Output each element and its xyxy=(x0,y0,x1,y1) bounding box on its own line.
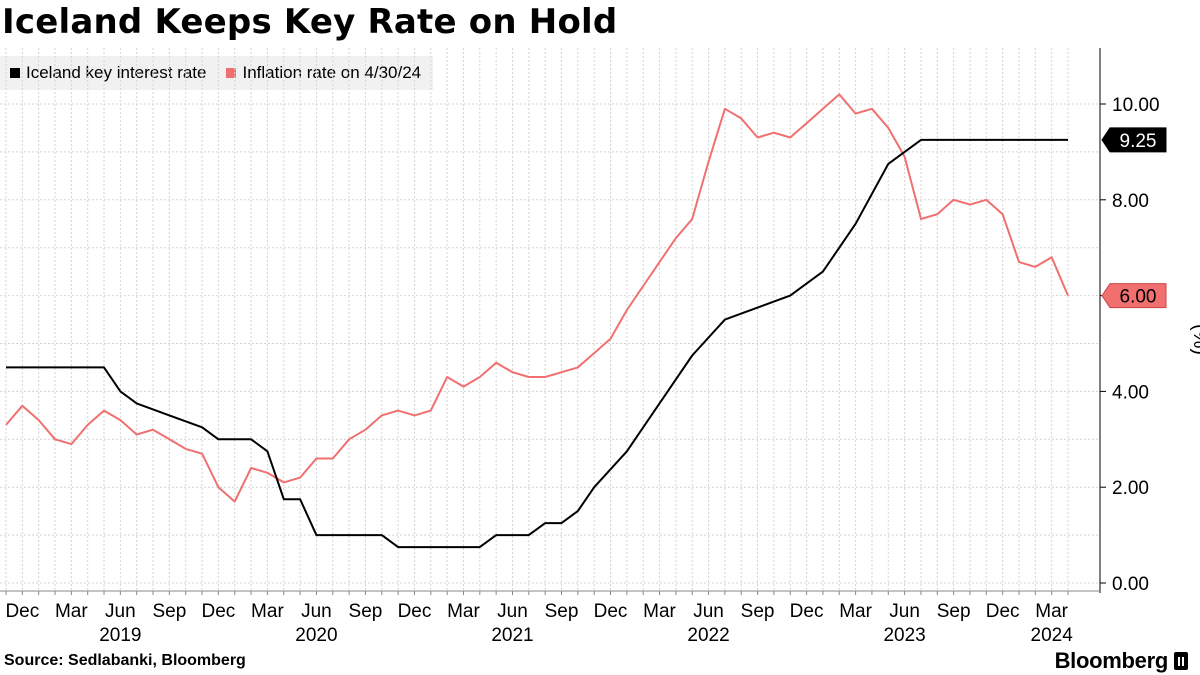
x-tick-label-month: Jun xyxy=(301,601,332,622)
x-tick-label-month: Dec xyxy=(5,601,39,622)
x-tick-label-month: Dec xyxy=(790,601,824,622)
source-note: Source: Sedlabanki, Bloomberg xyxy=(4,652,246,669)
x-tick-label-month: Dec xyxy=(202,601,236,622)
brand-logo: Bloomberg xyxy=(1055,648,1188,674)
x-tick-label-month: Jun xyxy=(105,601,136,622)
x-tick-label-month: Jun xyxy=(889,601,920,622)
legend: Iceland key interest rate Inflation rate… xyxy=(0,56,434,90)
x-tick-label-month: Sep xyxy=(545,601,579,622)
y-tick-label: 2.00 xyxy=(1112,478,1149,499)
x-tick-label-month: Jun xyxy=(497,601,528,622)
x-tick-label-month: Mar xyxy=(447,601,480,622)
legend-item-inflation: Inflation rate on 4/30/24 xyxy=(226,63,421,83)
x-tick-label-year: 2021 xyxy=(491,625,533,646)
axes: 0.00 2.00 4.00 6.00 8.00 10.00 Dec Mar Jun Sep Dec… xyxy=(0,48,1160,646)
bloomberg-mark-icon xyxy=(1174,652,1188,670)
y-tick-label: 0.00 xyxy=(1112,574,1149,595)
x-tick-label-year: 2023 xyxy=(883,625,925,646)
x-tick-label-year: 2022 xyxy=(687,625,729,646)
last-label-key-rate: 9.25 xyxy=(1120,131,1157,152)
x-tick-label-month: Dec xyxy=(986,601,1020,622)
chart-title: Iceland Keeps Key Rate on Hold xyxy=(2,2,618,42)
legend-label-inflation: Inflation rate on 4/30/24 xyxy=(242,63,422,82)
series-lines xyxy=(5,93,1069,549)
grid xyxy=(0,48,1100,590)
series-line-inflation xyxy=(5,93,1069,503)
x-tick-label-month: Sep xyxy=(152,601,186,622)
legend-swatch-inflation xyxy=(226,68,237,78)
last-label-box-key-rate xyxy=(1101,127,1167,153)
last-label-inflation: 6.00 xyxy=(1120,287,1157,308)
y-tick-label: 8.00 xyxy=(1112,191,1149,212)
x-tick-label-month: Jun xyxy=(693,601,724,622)
y-tick-label: 10.00 xyxy=(1112,95,1160,116)
x-tick-label-month: Mar xyxy=(1035,601,1068,622)
x-tick-label-year: 2020 xyxy=(295,625,337,646)
x-tick-label-year: 2019 xyxy=(99,625,141,646)
x-tick-label-month: Dec xyxy=(594,601,628,622)
legend-swatch-key-rate xyxy=(10,68,20,78)
series-line-key-rate xyxy=(6,138,1068,549)
x-tick-label-month: Sep xyxy=(937,601,971,622)
x-tick-label-month: Mar xyxy=(839,601,872,622)
last-label-box-inflation xyxy=(1101,283,1167,309)
x-tick-label-month: Sep xyxy=(349,601,383,622)
brand-name: Bloomberg xyxy=(1054,648,1169,673)
x-tick-label-month: Mar xyxy=(251,601,284,622)
y-tick-label: 4.00 xyxy=(1112,382,1149,403)
x-tick-label-month: Dec xyxy=(398,601,432,622)
x-tick-label-month: Mar xyxy=(643,601,676,622)
x-tick-label-year: 2024 xyxy=(1031,625,1074,646)
y-unit-label: (%) xyxy=(1189,323,1200,356)
last-value-labels: 9.25 6.00 xyxy=(1101,127,1167,309)
x-tick-label-month: Mar xyxy=(55,601,88,622)
x-tick-label-month: Sep xyxy=(741,601,775,622)
